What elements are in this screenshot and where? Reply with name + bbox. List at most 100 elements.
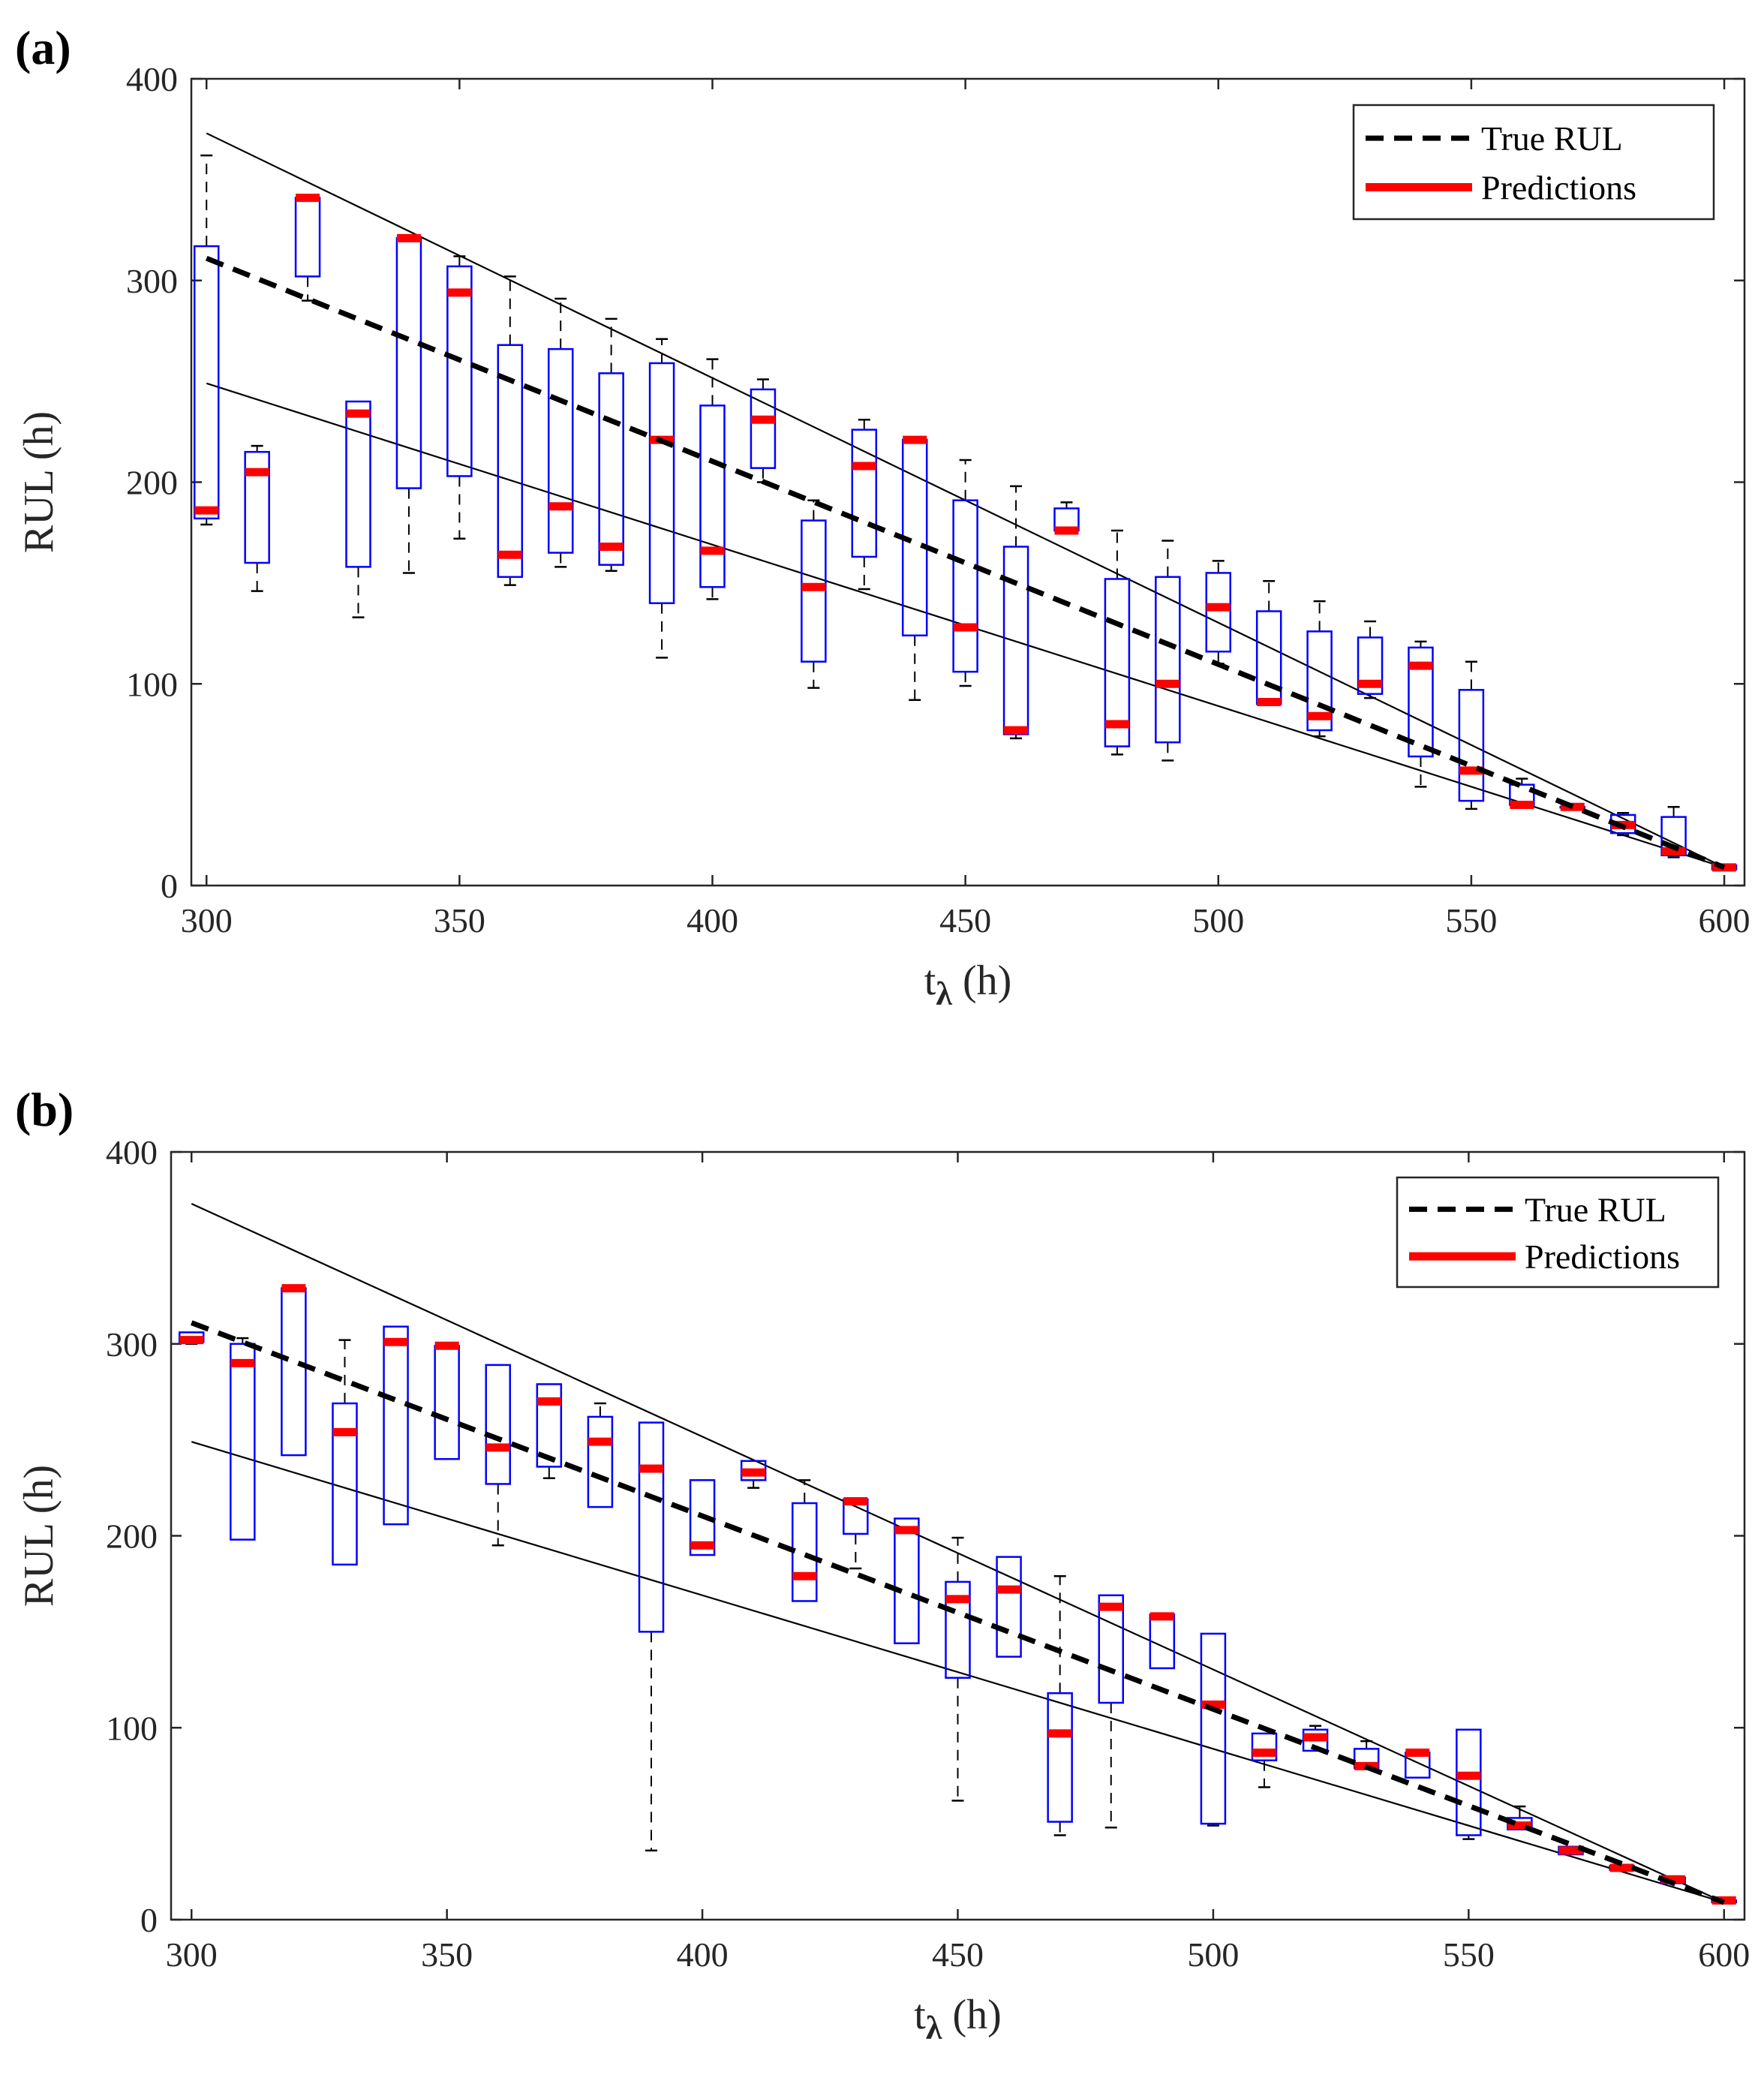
box-380 bbox=[587, 1402, 614, 1508]
box-410 bbox=[740, 1460, 767, 1489]
box-460 bbox=[996, 1556, 1022, 1658]
box-iqr bbox=[1251, 1732, 1278, 1761]
y-tick-label: 300 bbox=[106, 1325, 158, 1364]
box-380 bbox=[598, 317, 624, 572]
box-iqr bbox=[894, 1517, 920, 1644]
legend-entry-predictions: Predictions bbox=[1481, 168, 1636, 206]
x-tick-label: 550 bbox=[1443, 1935, 1495, 1974]
x-axis-label-main: t bbox=[924, 958, 936, 1004]
y-axis-label: RUL (h) bbox=[16, 411, 62, 553]
box-300 bbox=[193, 154, 220, 526]
box-iqr bbox=[294, 197, 321, 278]
x-tick-label: 300 bbox=[181, 901, 233, 940]
box-550 bbox=[1456, 1728, 1482, 1840]
box-580 bbox=[1609, 1863, 1635, 1872]
box-410 bbox=[750, 378, 777, 483]
box-520 bbox=[1302, 1725, 1329, 1752]
legend-entry-true-rul: True RUL bbox=[1481, 119, 1623, 158]
box-iqr bbox=[345, 400, 371, 568]
x-tick-label: 500 bbox=[1192, 901, 1244, 940]
x-tick-label: 600 bbox=[1699, 901, 1750, 940]
box-440 bbox=[901, 435, 928, 701]
legend-box bbox=[1396, 1176, 1720, 1289]
bound-line-lower bbox=[191, 1441, 1725, 1904]
x-axis-label: tλ (h) bbox=[924, 958, 1011, 1012]
y-axis-label: RUL (h) bbox=[16, 1465, 62, 1607]
box-420 bbox=[791, 1479, 818, 1602]
box-540 bbox=[1408, 640, 1434, 788]
box-540 bbox=[1405, 1748, 1431, 1779]
box-iqr bbox=[996, 1556, 1022, 1658]
box-530 bbox=[1353, 1740, 1380, 1770]
y-tick-label: 200 bbox=[106, 1517, 158, 1556]
box-350 bbox=[446, 255, 473, 540]
box-480 bbox=[1098, 1594, 1125, 1829]
y-tick-label: 400 bbox=[126, 60, 178, 98]
y-tick-label: 0 bbox=[140, 1901, 158, 1939]
y-tick-label: 300 bbox=[126, 262, 178, 300]
box-iqr bbox=[1408, 646, 1434, 758]
box-470 bbox=[1053, 501, 1080, 535]
box-iqr bbox=[1458, 689, 1485, 802]
box-340 bbox=[395, 233, 422, 574]
x-tick-label: 400 bbox=[677, 1935, 729, 1974]
box-iqr bbox=[791, 1502, 818, 1602]
box-500 bbox=[1200, 1632, 1227, 1827]
box-340 bbox=[383, 1325, 409, 1526]
box-iqr bbox=[230, 1343, 256, 1541]
y-tick-label: 100 bbox=[126, 665, 178, 703]
panel-label: (a) bbox=[15, 21, 71, 74]
box-390 bbox=[648, 338, 675, 659]
panel-label: (b) bbox=[15, 1083, 74, 1136]
box-iqr bbox=[587, 1415, 614, 1508]
box-iqr bbox=[547, 347, 574, 554]
box-iqr bbox=[446, 265, 473, 477]
true-rul-line bbox=[205, 255, 1726, 871]
box-560 bbox=[1509, 777, 1535, 809]
box-590 bbox=[1660, 805, 1687, 859]
y-tick-label: 400 bbox=[106, 1133, 158, 1171]
box-iqr bbox=[383, 1325, 409, 1526]
box-460 bbox=[1002, 485, 1029, 740]
x-axis-label-main: t bbox=[914, 1992, 926, 2038]
box-420 bbox=[801, 499, 827, 689]
box-320 bbox=[281, 1284, 307, 1457]
box-iqr bbox=[598, 372, 624, 566]
box-iqr bbox=[689, 1479, 716, 1556]
x-axis-label-sub: λ bbox=[926, 2010, 942, 2046]
box-510 bbox=[1255, 579, 1282, 706]
y-tick-label: 100 bbox=[106, 1709, 158, 1747]
legend-entry-true-rul: True RUL bbox=[1525, 1190, 1666, 1228]
box-iqr bbox=[945, 1580, 971, 1680]
box-iqr bbox=[750, 388, 777, 469]
box-iqr bbox=[1306, 630, 1333, 732]
box-450 bbox=[952, 459, 978, 687]
box-iqr bbox=[851, 429, 878, 558]
box-iqr bbox=[1104, 578, 1131, 747]
true-rul-line bbox=[190, 1320, 1726, 1905]
box-iqr bbox=[332, 1402, 358, 1566]
box-iqr bbox=[1155, 576, 1181, 744]
x-tick-label: 350 bbox=[434, 901, 485, 940]
x-tick-label: 300 bbox=[166, 1935, 218, 1974]
box-450 bbox=[945, 1536, 971, 1802]
box-370 bbox=[547, 297, 574, 568]
box-310 bbox=[230, 1337, 256, 1541]
box-350 bbox=[434, 1341, 460, 1460]
x-axis-label-unit: (h) bbox=[952, 958, 1011, 1004]
box-360 bbox=[497, 275, 524, 586]
box-500 bbox=[1205, 560, 1232, 665]
box-iqr bbox=[648, 362, 675, 604]
box-490 bbox=[1149, 1612, 1176, 1670]
box-iqr bbox=[638, 1421, 665, 1633]
box-iqr bbox=[1357, 636, 1384, 695]
box-iqr bbox=[1205, 572, 1232, 653]
box-iqr bbox=[1002, 546, 1029, 735]
box-480 bbox=[1104, 529, 1131, 756]
box-510 bbox=[1251, 1732, 1278, 1788]
panel-a: (a) 300 350 400 450 500 550 600 0 100 200 300 400 tλ … bbox=[15, 21, 1750, 1012]
legend-entry-predictions: Predictions bbox=[1525, 1237, 1680, 1276]
x-tick-label: 600 bbox=[1698, 1935, 1750, 1974]
box-iqr bbox=[281, 1287, 307, 1457]
y-tick-label: 0 bbox=[161, 867, 178, 905]
